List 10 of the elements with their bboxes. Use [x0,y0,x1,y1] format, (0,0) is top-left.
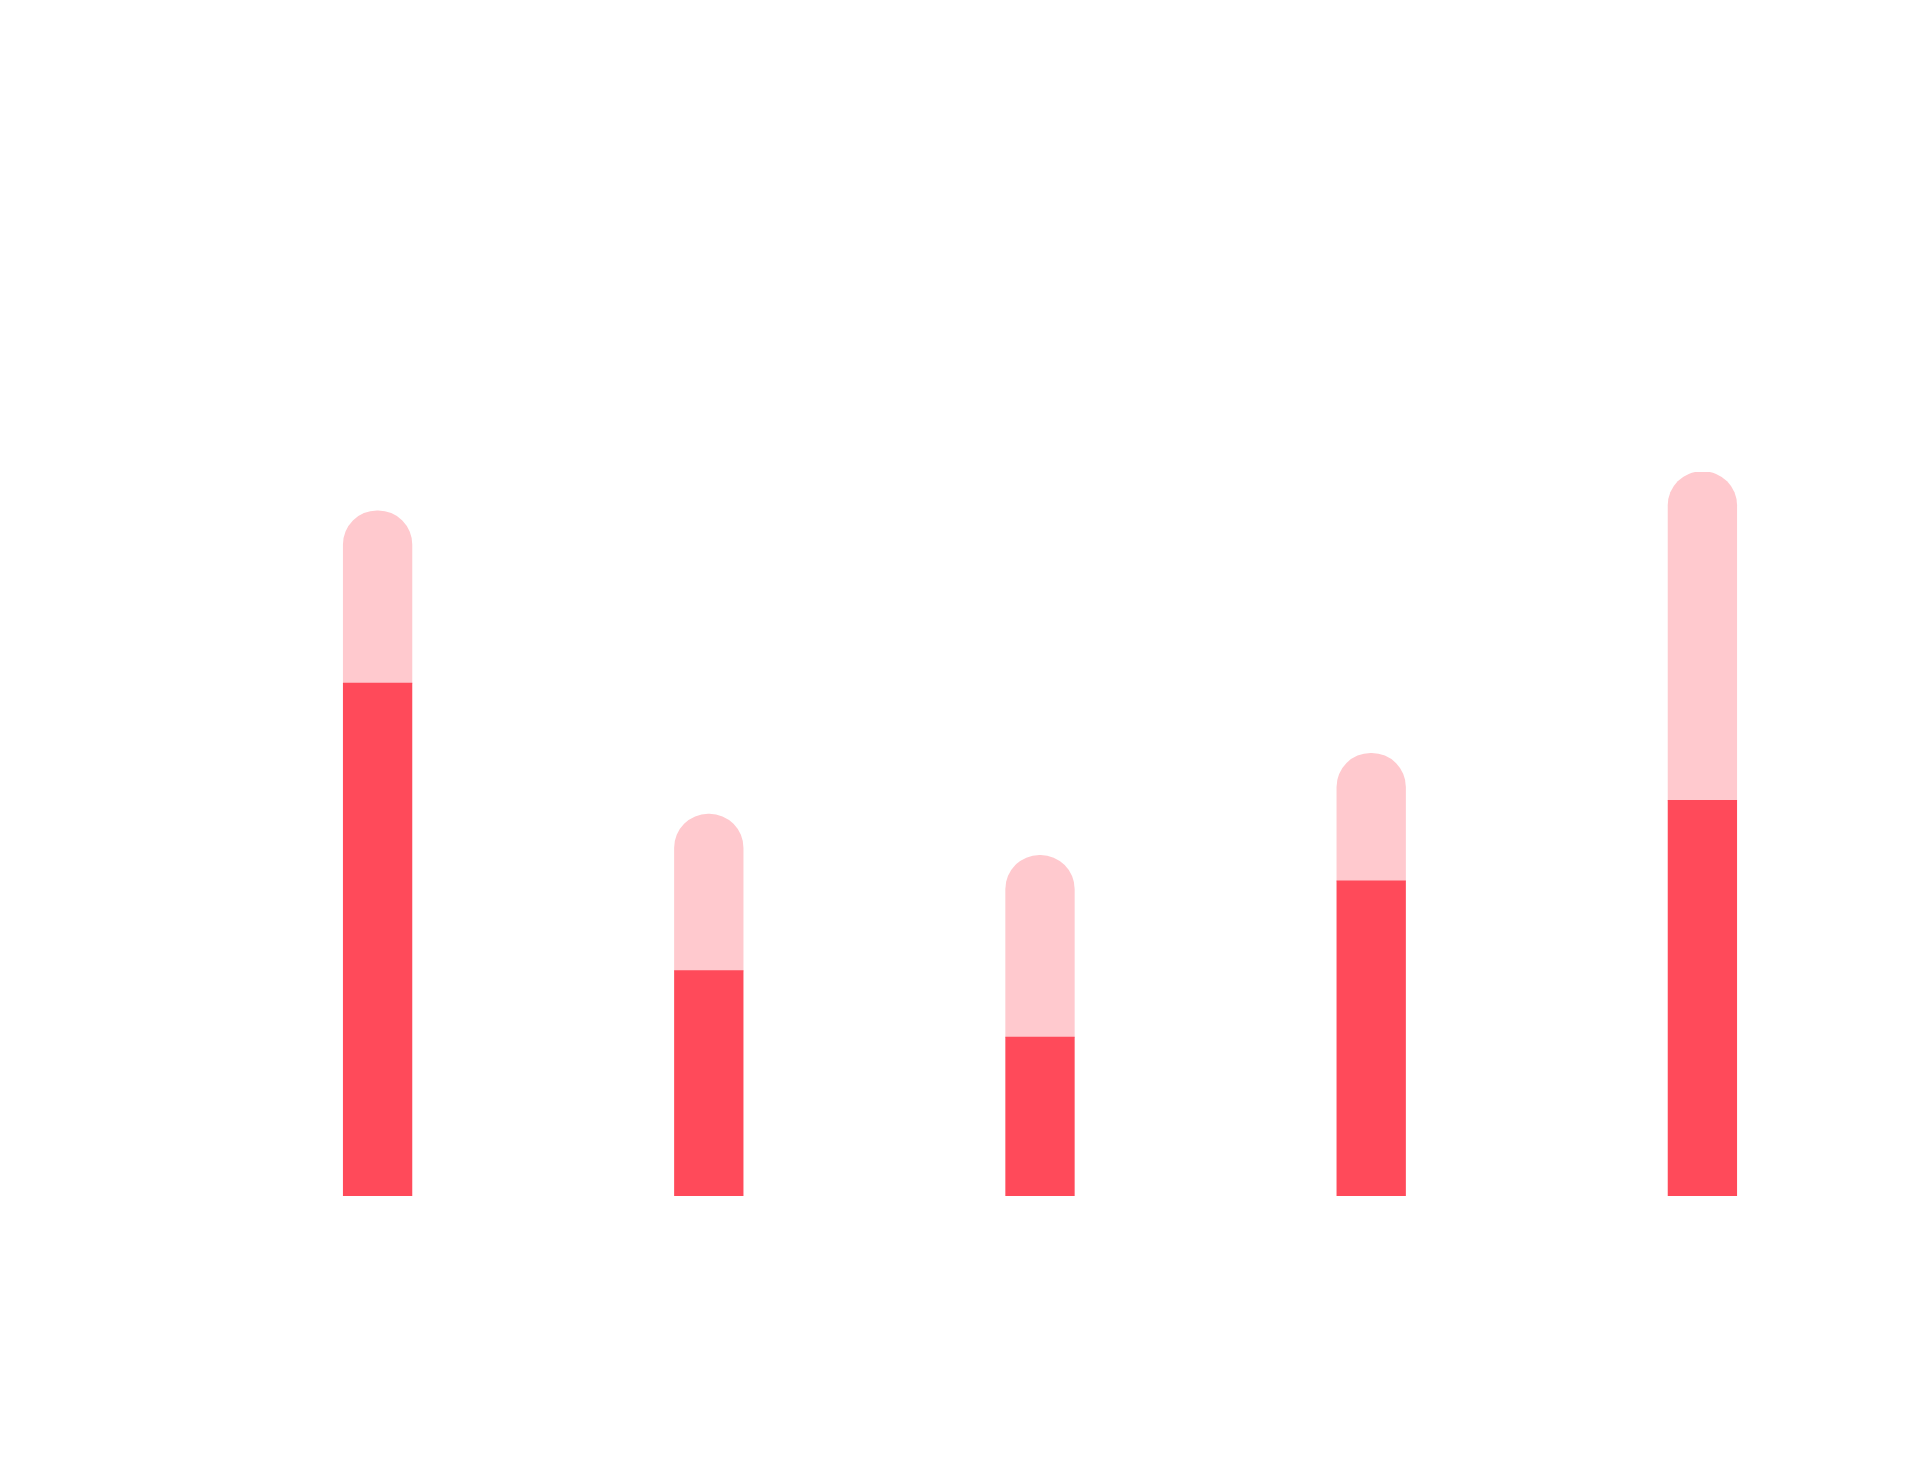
bar [674,970,744,1196]
bar [342,682,413,1196]
bar [674,813,744,972]
bar [1005,855,1075,1039]
bar [1005,1036,1075,1196]
bar [1667,800,1738,1196]
bar [1667,472,1738,802]
bar [342,510,413,685]
bar [1336,880,1406,1196]
bar [1336,752,1406,882]
